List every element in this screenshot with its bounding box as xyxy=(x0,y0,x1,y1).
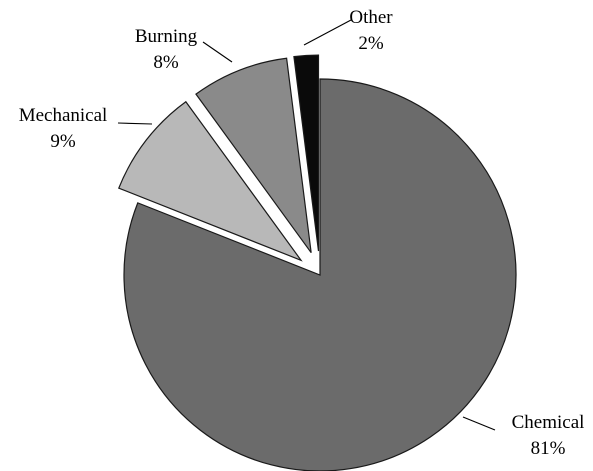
pie-slices xyxy=(118,54,517,471)
leader-line-burning xyxy=(202,41,233,63)
slice-value-other: 2% xyxy=(358,33,384,54)
slice-labels: Chemical 81% Mechanical 9% Burning 8% Other 2% xyxy=(19,7,585,459)
slice-label-burning: Burning xyxy=(135,26,198,47)
pie-slice-mechanical xyxy=(118,100,303,262)
slice-label-mechanical: Mechanical xyxy=(19,105,108,126)
slice-value-chemical: 81% xyxy=(531,438,566,459)
leader-line-other xyxy=(303,19,352,46)
leader-line-chemical xyxy=(462,416,496,431)
pie-slice-chemical xyxy=(123,78,517,471)
pie-slice-burning xyxy=(195,57,312,254)
pie-slice-other xyxy=(293,54,320,252)
leader-line-mechanical xyxy=(117,122,153,125)
slice-value-mechanical: 9% xyxy=(50,131,76,152)
slice-label-other: Other xyxy=(349,7,393,28)
slice-value-burning: 8% xyxy=(153,52,179,73)
slice-label-chemical: Chemical xyxy=(512,412,585,433)
label-leader-lines xyxy=(117,19,496,431)
